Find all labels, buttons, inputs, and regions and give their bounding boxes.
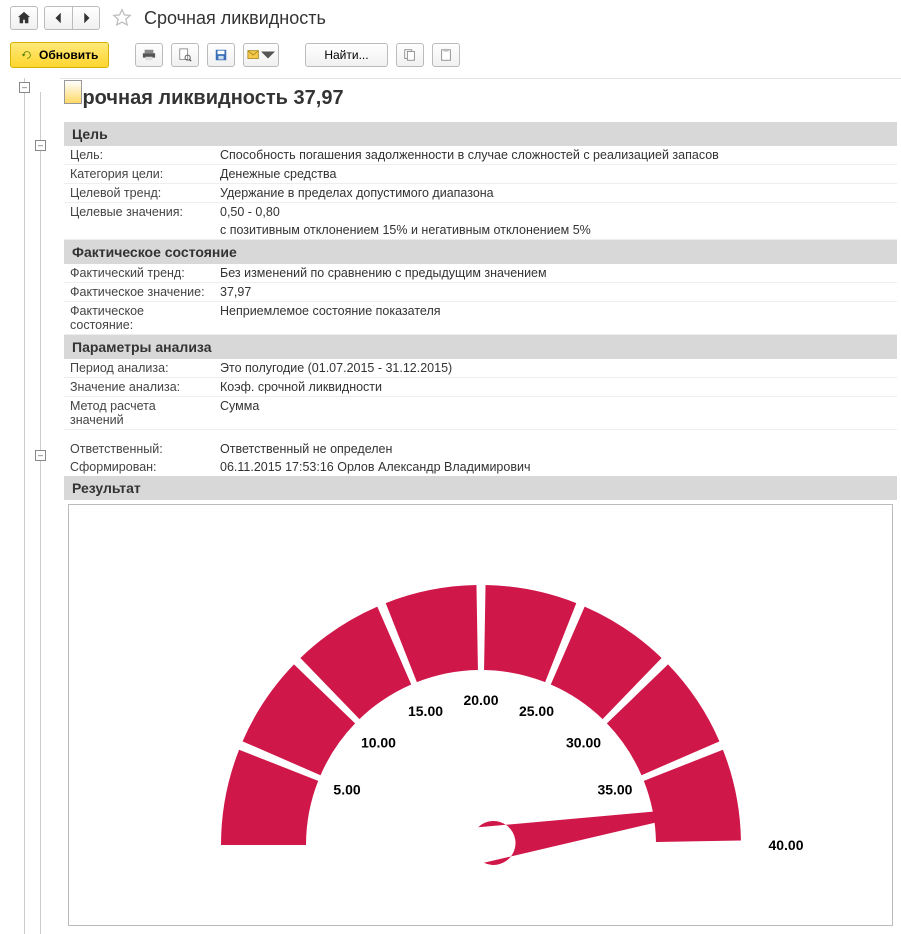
tree-panel: – – – [0,78,60,934]
page-title: Срочная ликвидность [144,8,326,29]
find-button[interactable]: Найти... [305,43,387,67]
forward-button[interactable] [72,6,100,30]
preview-button[interactable] [171,43,199,67]
svg-text:10.00: 10.00 [360,734,395,750]
table-row: Период анализа:Это полугодие (01.07.2015… [64,359,897,378]
params-table: Период анализа:Это полугодие (01.07.2015… [64,359,897,430]
svg-text:25.00: 25.00 [518,703,553,719]
table-row: Целевой тренд:Удержание в пределах допус… [64,184,897,203]
svg-text:40.00: 40.00 [768,837,803,853]
section-header-actual: Фактическое состояние [64,240,897,264]
email-button[interactable] [243,43,279,67]
preview-icon [178,48,192,62]
gauge-chart: 5.00 10.00 15.00 20.00 25.00 30.00 35.00 40.00 [101,515,861,915]
meta-table: Ответственный:Ответственный не определен… [64,440,897,476]
table-row: Значение анализа:Коэф. срочной ликвиднос… [64,378,897,397]
print-button[interactable] [135,43,163,67]
actual-table: Фактический тренд:Без изменений по сравн… [64,264,897,335]
save-icon [214,48,228,62]
dropdown-icon [261,48,275,62]
svg-text:5.00: 5.00 [333,782,360,798]
svg-text:20.00: 20.00 [463,692,498,708]
refresh-label: Обновить [39,48,98,62]
table-row: Сформирован:06.11.2015 17:53:16 Орлов Ал… [64,458,897,476]
tree-toggle-section-1[interactable]: – [35,140,46,151]
arrow-left-icon [52,11,66,25]
svg-text:35.00: 35.00 [597,782,632,798]
favorite-icon[interactable] [112,8,132,28]
table-row: Метод расчета значенийСумма [64,397,897,430]
report-title: Срочная ликвидность 37,97 [60,79,901,122]
copy-icon [403,48,417,62]
mail-icon [247,48,261,62]
table-row: Целевые значения:0,50 - 0,80 [64,203,897,222]
gauge-container: 5.00 10.00 15.00 20.00 25.00 30.00 35.00 40.00 [68,504,893,926]
home-button[interactable] [10,6,38,30]
arrow-right-icon [79,11,93,25]
goal-table: Цель:Способность погашения задолженности… [64,146,897,240]
back-button[interactable] [44,6,72,30]
table-row: Цель:Способность погашения задолженности… [64,146,897,165]
indicator-marker [64,80,82,104]
section-header-result: Результат [64,476,897,500]
table-row: Категория цели:Денежные средства [64,165,897,184]
table-row: Фактическое состояние:Неприемлемое состо… [64,302,897,335]
tree-toggle-section-2[interactable]: – [35,450,46,461]
report-body: Срочная ликвидность 37,97 Цель Цель:Спос… [60,78,901,934]
table-row: Фактический тренд:Без изменений по сравн… [64,264,897,283]
section-header-goal: Цель [64,122,897,146]
print-icon [142,48,156,62]
save-button[interactable] [207,43,235,67]
svg-text:15.00: 15.00 [407,703,442,719]
copy-button[interactable] [396,43,424,67]
tree-toggle-root[interactable]: – [19,82,30,93]
section-header-params: Параметры анализа [64,335,897,359]
home-icon [17,11,31,25]
paste-button[interactable] [432,43,460,67]
paste-icon [439,48,453,62]
refresh-icon [21,49,33,61]
svg-text:30.00: 30.00 [566,734,601,750]
table-row: Ответственный:Ответственный не определен [64,440,897,458]
refresh-button[interactable]: Обновить [10,42,109,68]
table-row: с позитивным отклонением 15% и негативны… [64,221,897,240]
table-row: Фактическое значение:37,97 [64,283,897,302]
